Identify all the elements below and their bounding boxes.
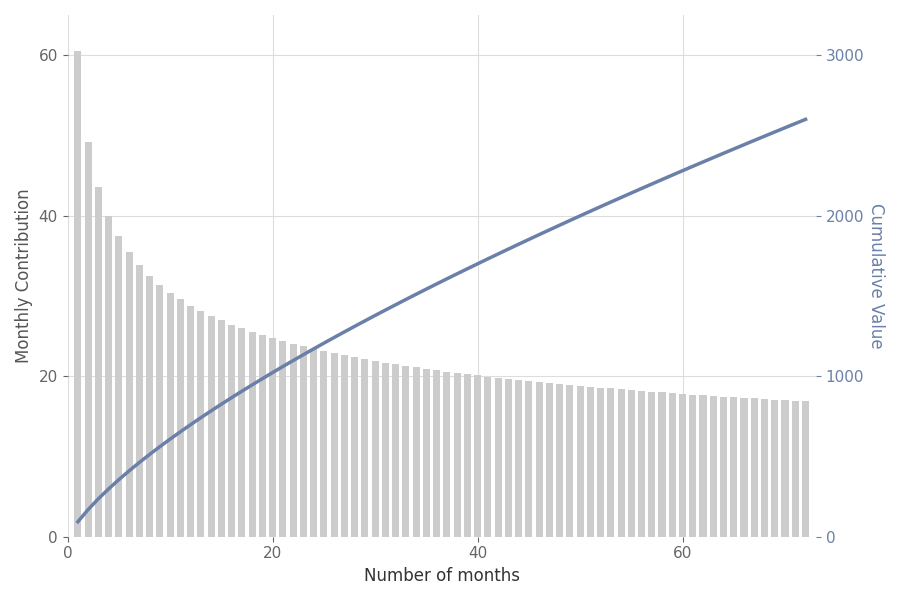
Bar [248,332,256,537]
Bar [361,359,368,537]
Bar [126,253,132,537]
Bar [679,394,686,537]
Bar [608,388,615,537]
Bar [597,388,604,537]
Bar [310,349,317,537]
Bar [412,367,419,537]
Bar [720,397,727,537]
Bar [802,401,809,537]
Bar [556,384,563,537]
Bar [454,373,461,537]
Bar [197,311,204,537]
Bar [75,51,82,537]
Bar [566,385,573,537]
Bar [730,397,737,537]
Bar [382,362,389,537]
Bar [577,386,584,537]
Bar [464,374,471,537]
X-axis label: Number of months: Number of months [364,567,519,585]
Bar [187,305,194,537]
Bar [433,370,440,537]
Bar [330,353,338,537]
Bar [351,357,358,537]
Bar [648,392,655,537]
Bar [587,387,594,537]
Bar [136,265,143,537]
Bar [392,364,400,537]
Bar [372,361,379,537]
Bar [238,328,246,537]
Bar [494,378,501,537]
Bar [751,398,758,537]
Bar [699,395,707,537]
Bar [484,377,491,537]
Bar [166,293,174,537]
Y-axis label: Cumulative Value: Cumulative Value [867,203,885,349]
Bar [792,401,799,537]
Bar [176,299,184,537]
Bar [157,285,164,537]
Bar [545,383,553,537]
Bar [341,355,348,537]
Bar [659,392,666,537]
Bar [741,398,748,537]
Bar [474,376,482,537]
Bar [228,325,235,537]
Bar [105,216,112,537]
Bar [218,320,225,537]
Bar [423,369,430,537]
Bar [269,338,276,537]
Bar [669,393,676,537]
Bar [208,316,215,537]
Bar [771,400,778,537]
Bar [320,351,328,537]
Bar [300,346,307,537]
Bar [710,396,717,537]
Bar [536,382,543,537]
Bar [638,391,645,537]
Bar [279,341,286,537]
Bar [115,236,122,537]
Bar [259,335,266,537]
Bar [526,381,533,537]
Bar [781,400,788,537]
Bar [290,344,297,537]
Bar [628,390,634,537]
Bar [505,379,512,537]
Y-axis label: Monthly Contribution: Monthly Contribution [15,188,33,363]
Bar [689,395,697,537]
Bar [402,366,410,537]
Bar [515,380,522,537]
Bar [444,371,450,537]
Bar [761,399,769,537]
Bar [85,142,92,537]
Bar [146,276,153,537]
Bar [617,389,625,537]
Bar [94,187,102,537]
